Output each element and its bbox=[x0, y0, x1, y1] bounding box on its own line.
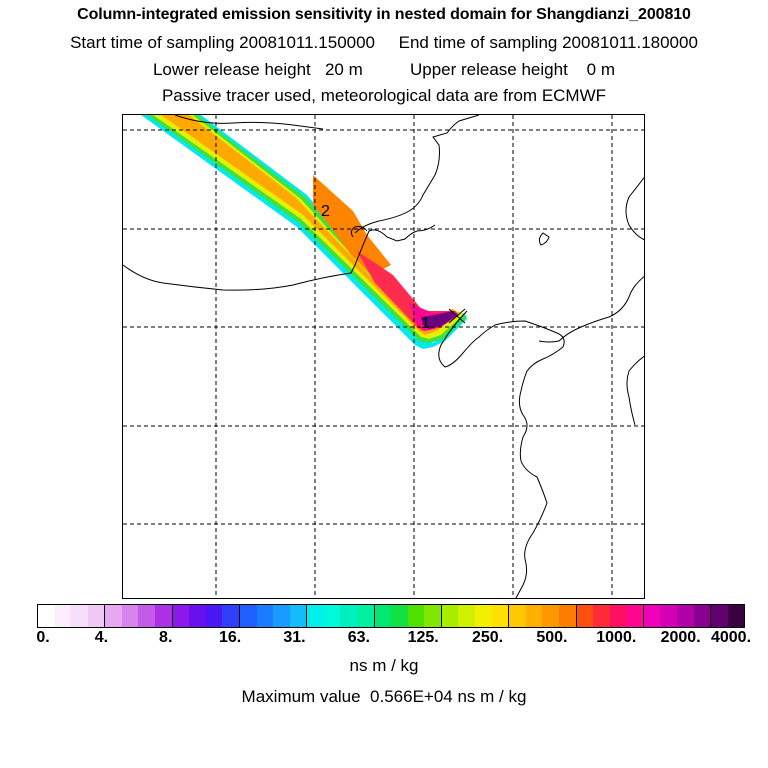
color-scale-cell bbox=[38, 605, 55, 627]
color-scale-cell bbox=[356, 605, 375, 627]
color-scale-cell bbox=[222, 605, 240, 627]
color-scale-cell bbox=[441, 605, 459, 627]
color-scale-cell bbox=[340, 605, 357, 627]
coast-line-ne bbox=[625, 176, 644, 241]
graticule bbox=[123, 115, 644, 598]
color-scale-cell bbox=[256, 605, 274, 627]
coast-line-north bbox=[354, 115, 480, 234]
color-scale-cell bbox=[407, 605, 425, 627]
color-scale-tick-label: 63. bbox=[347, 629, 370, 646]
color-scale-cell bbox=[54, 605, 72, 627]
tracer-info-line: Passive tracer used, meteorological data… bbox=[161, 86, 607, 105]
plume-band-darkorange bbox=[313, 175, 391, 275]
plume-band-red bbox=[357, 251, 455, 331]
color-scale-cell bbox=[155, 605, 173, 627]
color-scale-cell bbox=[138, 605, 156, 627]
color-scale-bar bbox=[37, 604, 745, 628]
color-scale-cell bbox=[289, 605, 308, 627]
color-scale-cell bbox=[609, 605, 627, 627]
sampling-time-line: Start time of sampling 20081011.150000 E… bbox=[70, 33, 698, 52]
color-scale-cell bbox=[458, 605, 476, 627]
color-scale-cell bbox=[424, 605, 442, 627]
color-scale-tick-label: 1000. bbox=[596, 629, 637, 646]
coast-line-top bbox=[174, 115, 324, 130]
color-scale-tick-label: 125. bbox=[407, 629, 439, 646]
marker-label-2: 2 bbox=[321, 203, 330, 220]
color-scale-cell bbox=[205, 605, 223, 627]
color-scale-cell bbox=[323, 605, 341, 627]
color-scale-cell bbox=[643, 605, 661, 627]
color-scale-tick-label: 31. bbox=[283, 629, 306, 646]
color-scale-cell bbox=[525, 605, 543, 627]
color-scale-cell bbox=[172, 605, 190, 627]
color-scale-tick-label: 2000. bbox=[660, 629, 701, 646]
color-scale-cell bbox=[693, 605, 712, 627]
color-scale-cell bbox=[391, 605, 408, 627]
color-scale-tick-label: 16. bbox=[218, 629, 242, 646]
color-scale-tick-label: 500. bbox=[536, 629, 568, 646]
color-scale-cell bbox=[71, 605, 88, 627]
color-scale-cell bbox=[576, 605, 594, 627]
plume-core bbox=[421, 311, 457, 329]
color-scale-cell bbox=[189, 605, 206, 627]
color-scale-cell bbox=[374, 605, 392, 627]
color-scale-tick-label: 8. bbox=[159, 629, 173, 646]
color-scale-tick-label: 4. bbox=[94, 629, 109, 646]
color-scale-tick-label: 250. bbox=[471, 629, 504, 646]
maximum-value-text: Maximum value 0.566E+04 ns m / kg bbox=[241, 687, 527, 706]
plot-title: Column-integrated emission sensitivity i… bbox=[77, 6, 691, 23]
color-scale-cell bbox=[711, 605, 728, 627]
color-scale-cell bbox=[542, 605, 559, 627]
color-scale-cell bbox=[273, 605, 290, 627]
color-scale-cell bbox=[660, 605, 677, 627]
color-scale-cell bbox=[239, 605, 257, 627]
color-scale-tick-label: 4000. bbox=[710, 629, 752, 646]
marker-label-1: 1 bbox=[421, 315, 430, 332]
color-scale-cell bbox=[87, 605, 106, 627]
plume-field bbox=[141, 115, 467, 349]
color-scale-cell bbox=[491, 605, 510, 627]
x-marker-icon bbox=[448, 308, 466, 324]
release-height-line: Lower release height 20 m Upper release … bbox=[152, 60, 616, 79]
coast-line-island-2 bbox=[538, 232, 550, 246]
color-scale-cell bbox=[626, 605, 644, 627]
color-scale-unit: ns m / kg bbox=[349, 656, 419, 675]
coast-line-east bbox=[538, 275, 644, 343]
color-scale-cell bbox=[509, 605, 526, 627]
coastlines bbox=[123, 115, 644, 598]
color-scale-cell bbox=[121, 605, 139, 627]
coast-line-peninsula bbox=[438, 310, 565, 598]
color-scale-cell bbox=[307, 605, 324, 627]
color-scale-cell bbox=[727, 605, 745, 627]
coast-line-east-2 bbox=[626, 355, 644, 426]
color-scale-cell bbox=[475, 605, 492, 627]
color-scale-cell bbox=[676, 605, 694, 627]
color-scale-ticks: 0. 4. 8. 16. 31. 63. 125. 250. 500. 1000. 2000. 400… bbox=[0, 629, 768, 651]
color-scale-cell bbox=[593, 605, 610, 627]
color-scale-cell bbox=[558, 605, 577, 627]
color-scale-cell bbox=[105, 605, 122, 627]
color-scale-tick-label: 0. bbox=[36, 629, 50, 646]
island-outline bbox=[350, 226, 368, 238]
boundary-line bbox=[123, 224, 436, 291]
emission-sensitivity-map: 1 2 bbox=[122, 114, 645, 599]
